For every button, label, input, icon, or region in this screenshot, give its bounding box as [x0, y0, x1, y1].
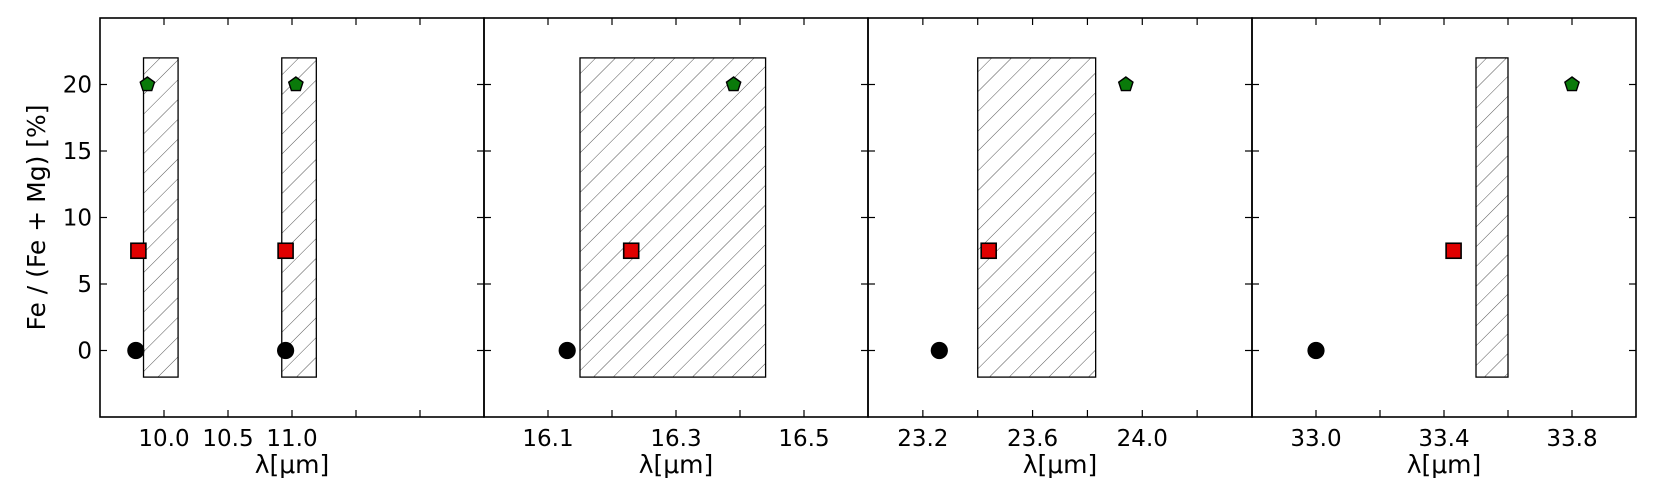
panel-2: 16.1 16.3 16.5 λ[μm] — [483, 17, 869, 479]
y-tick-label: 15 — [63, 139, 92, 165]
band-4-1 — [1475, 57, 1509, 378]
x-axis-label: λ[μm] — [1023, 450, 1098, 479]
y-axis-label: Fe / (Fe + Mg) [%] — [22, 104, 51, 330]
y-tick-label: 20 — [63, 73, 92, 99]
x-tick-label: 16.5 — [778, 426, 829, 452]
point-square — [622, 242, 640, 260]
panel-4: 33.0 33.4 33.8 λ[μm] — [1251, 17, 1637, 479]
y-tick-label: 0 — [77, 339, 92, 365]
point-square — [130, 242, 147, 260]
point-square — [277, 242, 294, 260]
x-tick-label: 23.2 — [897, 426, 948, 452]
x-axis-label: λ[μm] — [1407, 450, 1482, 479]
x-tick-label: 16.3 — [650, 426, 701, 452]
panel-1: 10.0 10.5 11.0λ[μm] 0 5 10 15 20 — [63, 17, 485, 479]
x-tick-label: 11.0 — [266, 426, 317, 452]
point-circle — [127, 341, 145, 360]
panel-3: 23.2 23.6 24.0 λ[μm] — [867, 17, 1253, 479]
x-tick-label: 10.5 — [202, 426, 253, 452]
point-circle — [1307, 341, 1325, 360]
point-circle — [930, 341, 948, 360]
y-tick-label: 5 — [77, 272, 92, 298]
point-circle — [558, 341, 576, 360]
point-square — [980, 242, 997, 260]
point-pentagon — [1117, 76, 1134, 92]
y-tick-label: 10 — [63, 206, 92, 232]
point-pentagon — [725, 76, 742, 92]
x-tick-label: 33.0 — [1290, 426, 1341, 452]
x-axis-label: λ[μm] — [255, 450, 330, 479]
point-circle — [277, 341, 295, 360]
x-tick-label: 33.8 — [1546, 426, 1597, 452]
panel-frame — [1251, 17, 1637, 418]
band-2-1 — [579, 57, 767, 378]
band-3-1 — [977, 57, 1097, 378]
x-tick-label: 16.1 — [522, 426, 573, 452]
point-pentagon — [287, 76, 304, 92]
x-tick-label: 24.0 — [1117, 426, 1168, 452]
x-tick-label: 23.6 — [1007, 426, 1058, 452]
band-1-2 — [281, 57, 317, 378]
point-square — [1445, 242, 1462, 260]
x-tick-label: 33.4 — [1418, 426, 1469, 452]
point-pentagon — [139, 76, 156, 92]
point-pentagon — [1564, 76, 1580, 92]
band-1-1 — [142, 57, 179, 378]
x-axis-label: λ[μm] — [639, 450, 714, 479]
x-tick-label: 10.0 — [138, 426, 189, 452]
